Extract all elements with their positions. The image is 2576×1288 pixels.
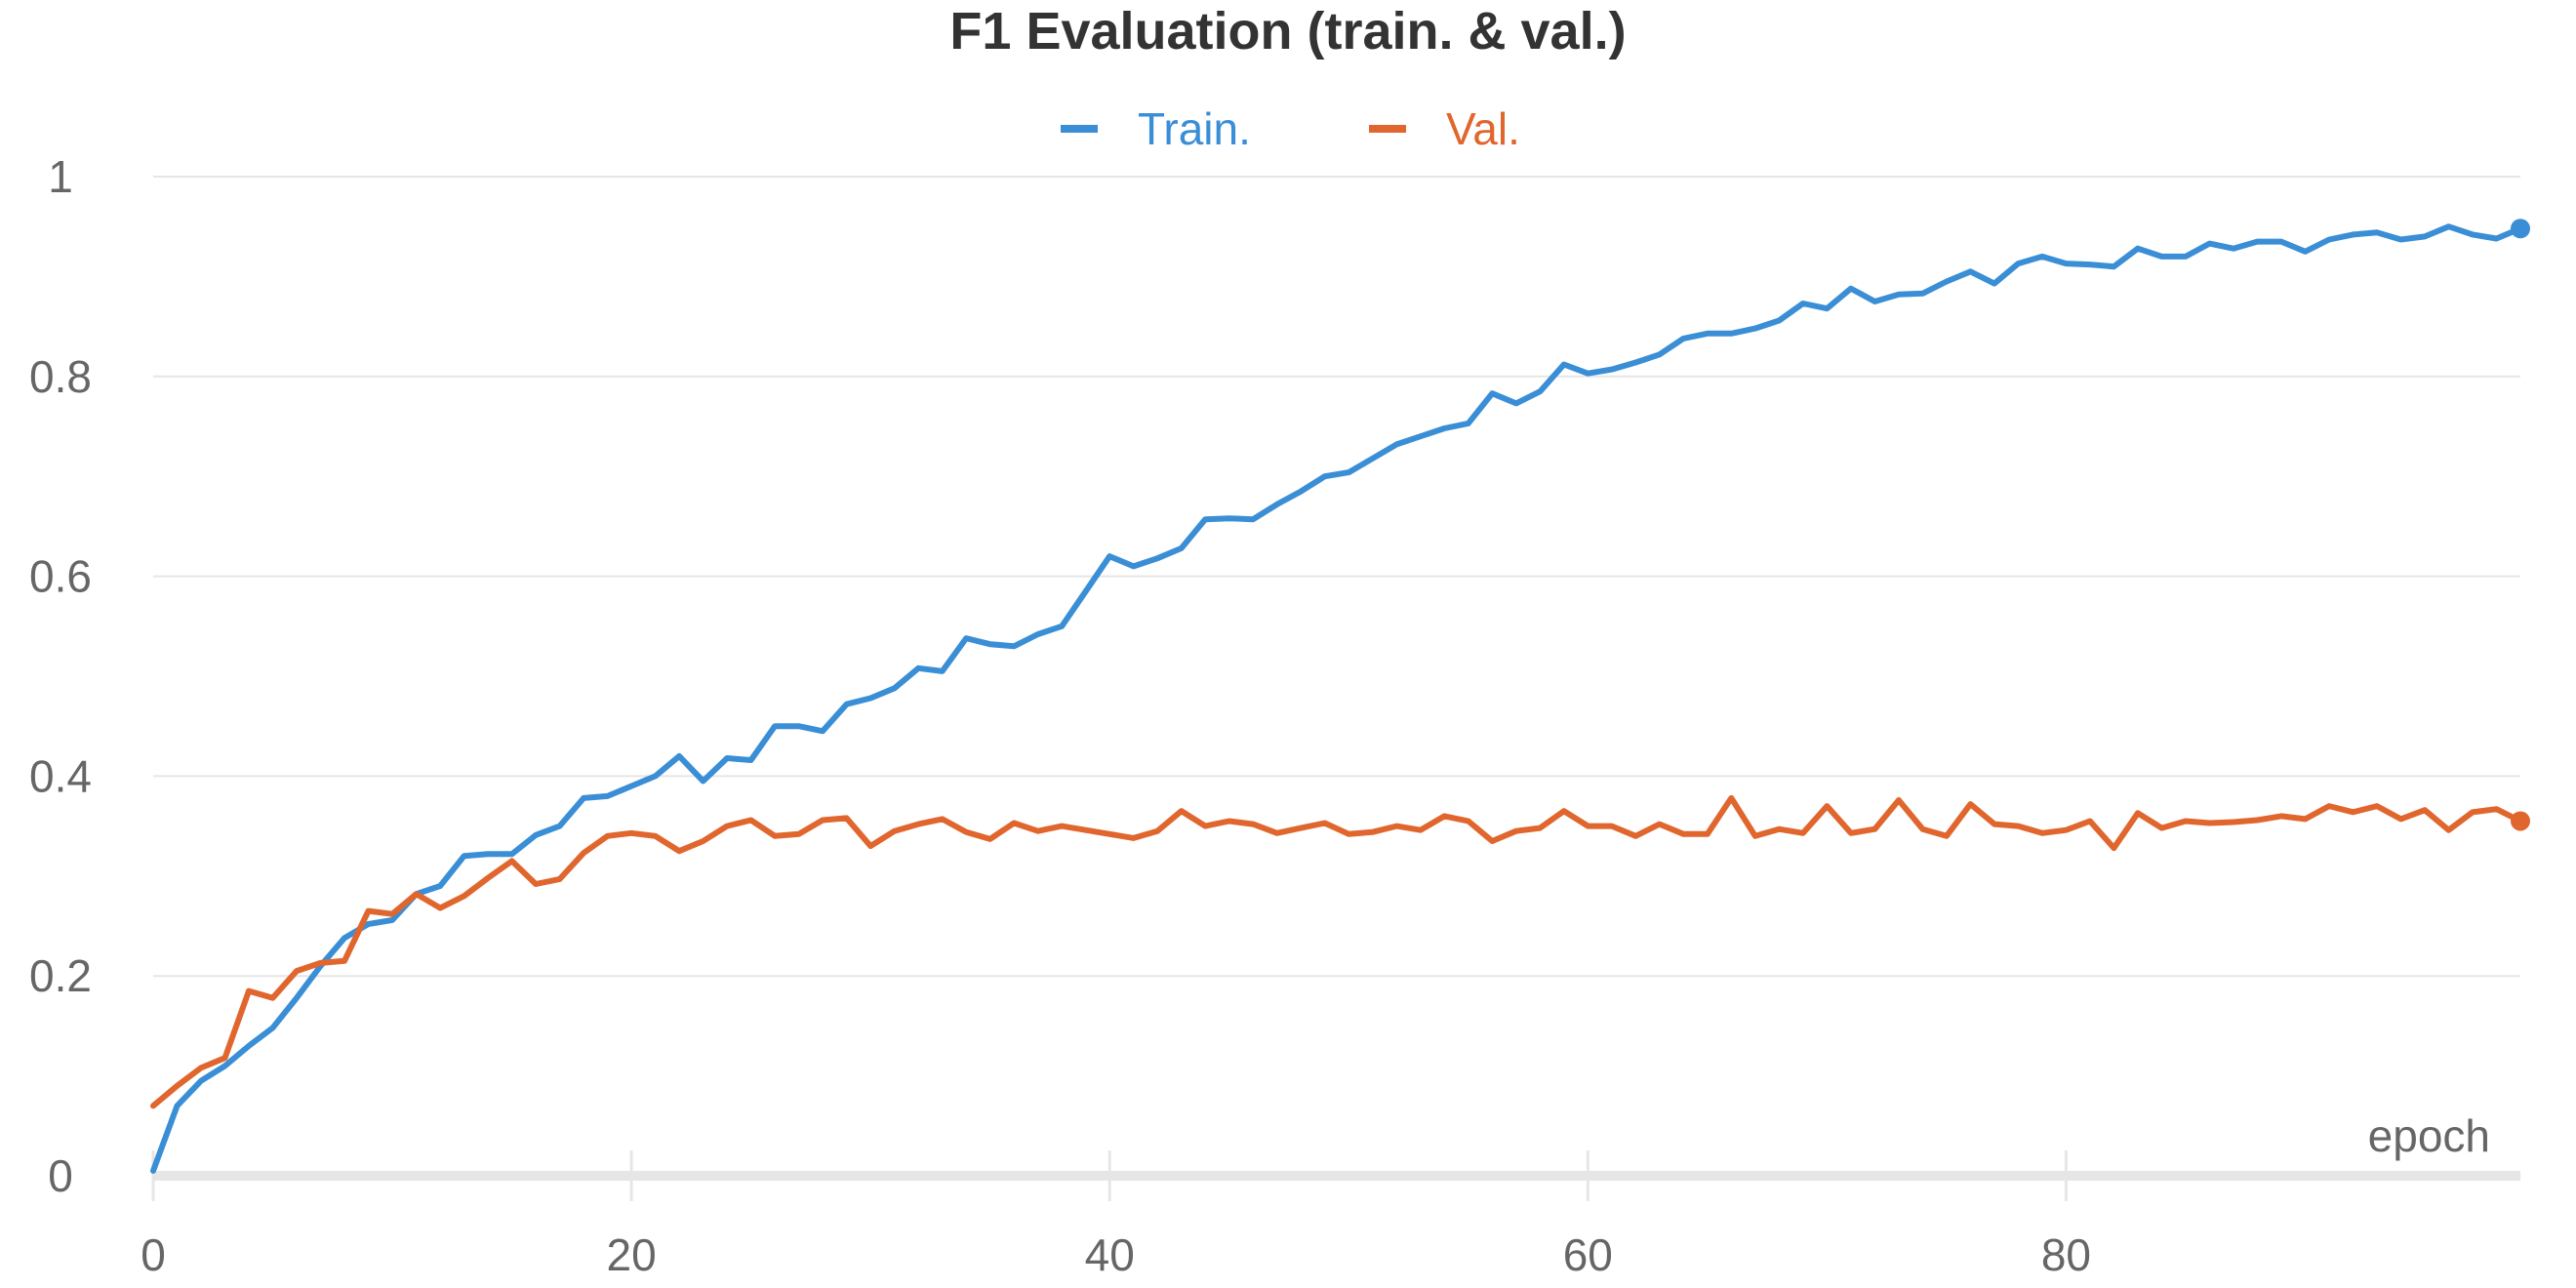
series-layer [150, 219, 2530, 1174]
legend-item-val[interactable]: Val. [1369, 103, 1520, 154]
legend-label: Val. [1446, 103, 1520, 154]
x-tick-label: 20 [607, 1229, 657, 1280]
series-line-train [150, 223, 2523, 1174]
x-tick-label: 80 [2041, 1229, 2091, 1280]
y-tick-label: 0.2 [29, 950, 92, 1001]
y-tick-label: 1 [48, 151, 73, 202]
series-end-marker-train[interactable] [2511, 219, 2530, 239]
x-tick-label: 40 [1085, 1229, 1135, 1280]
legend-label: Train. [1138, 103, 1251, 154]
gridlines [153, 176, 2520, 978]
y-axis: 0 0.2 0.4 0.6 0.8 1 [29, 151, 92, 1201]
series-line-val [150, 794, 2523, 1109]
y-tick-label: 0.6 [29, 551, 92, 602]
x-axis-title: epoch [2368, 1110, 2490, 1161]
x-axis: 0 20 40 60 80 [141, 1150, 2520, 1280]
y-tick-label: 0 [48, 1150, 73, 1201]
legend-item-train[interactable]: Train. [1061, 103, 1251, 154]
x-tick-label: 0 [141, 1229, 166, 1280]
legend: Train. Val. [1061, 103, 1520, 154]
chart-title: F1 Evaluation (train. & val.) [949, 2, 1626, 60]
y-tick-label: 0.4 [29, 750, 92, 801]
series-end-marker-val[interactable] [2511, 811, 2530, 831]
y-tick-label: 0.8 [29, 351, 92, 402]
x-tick-label: 60 [1563, 1229, 1613, 1280]
